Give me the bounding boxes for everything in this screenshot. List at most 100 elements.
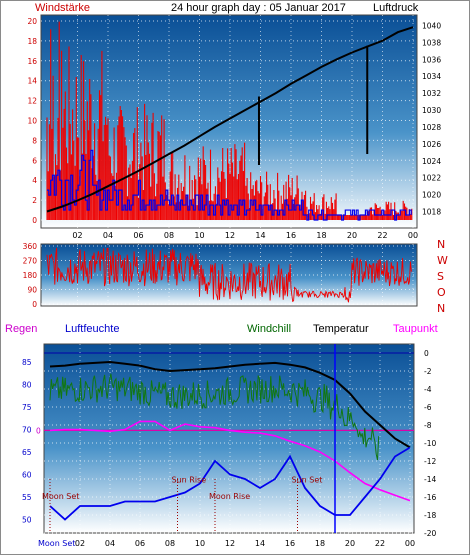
wind-x-tick-label: 02 — [72, 231, 82, 240]
wind-x-tick-label: 00 — [408, 231, 418, 240]
compass-label: N — [437, 238, 445, 251]
wind-x-tick-label: 04 — [103, 231, 113, 240]
wind-y-tick-label: 14 — [27, 77, 37, 86]
temperature-y-tick-label: -12 — [424, 457, 436, 466]
humidity-y-tick-label: 50 — [22, 516, 32, 525]
wind-x-tick-label: 20 — [347, 231, 357, 240]
wind-axis-title: Windstärke — [35, 2, 90, 14]
compass-label: W — [437, 254, 448, 267]
wind-y-tick-label: 20 — [27, 17, 37, 26]
compass-label: N — [437, 302, 445, 315]
wind-y-tick-label: 0 — [32, 216, 37, 225]
wind-y-tick-label: 16 — [27, 57, 37, 66]
humidity-y-tick-label: 80 — [22, 381, 32, 390]
humidity-y-tick-label: 65 — [22, 448, 32, 457]
temperature-x-tick-label: 14 — [255, 539, 265, 548]
temperature-y-tick-label: -16 — [424, 493, 436, 502]
wind-y-tick-label: 6 — [32, 156, 37, 165]
temperature-x-tick-label: 02 — [75, 539, 85, 548]
direction-y-tick-label: 360 — [23, 242, 38, 251]
temperature-x-tick-label: 20 — [345, 539, 355, 548]
temperature-y-tick-label: -20 — [424, 529, 436, 538]
humidity-y-tick-label: 55 — [22, 493, 32, 502]
pressure-series — [46, 26, 414, 213]
humidity-y-tick-label: 85 — [22, 358, 32, 367]
temperature-y-tick-label: -10 — [424, 439, 436, 448]
astro-annotation: Sun Rise — [172, 476, 207, 485]
temperature-plot-area — [43, 343, 415, 534]
wind-x-tick-label: 08 — [164, 231, 174, 240]
rain-y-tick-label: 0 — [36, 426, 41, 435]
dewpoint-series — [49, 420, 411, 502]
humidity-y-tick-label: 70 — [22, 426, 32, 435]
astro-annotation: Sun Set — [292, 476, 323, 485]
wind-y-tick-label: 18 — [27, 37, 37, 46]
pressure-y-tick-label: 1028 — [422, 123, 441, 132]
wind-x-tick-label: 12 — [225, 231, 235, 240]
wind-x-tick-label: 16 — [286, 231, 296, 240]
temperature-x-tick-label: 16 — [285, 539, 295, 548]
pressure-y-tick-label: 1024 — [422, 157, 441, 166]
wind-y-tick-label: 8 — [32, 136, 37, 145]
compass-label: S — [437, 270, 444, 283]
pressure-y-tick-label: 1040 — [422, 21, 441, 30]
wind-x-tick-label: 06 — [133, 231, 143, 240]
temperature-y-tick-label: -18 — [424, 511, 436, 520]
humidity-y-tick-label: 75 — [22, 403, 32, 412]
temperature-y-tick-label: -2 — [424, 367, 432, 376]
temperature-x-tick-label: 22 — [375, 539, 385, 548]
pressure-y-tick-label: 1030 — [422, 106, 441, 115]
graph-title: 24 hour graph day : 05 Januar 2017 — [171, 2, 346, 14]
humidity-series — [49, 446, 411, 521]
wind-y-tick-label: 10 — [27, 117, 37, 126]
wind-x-tick-label: 22 — [377, 231, 387, 240]
wind-x-tick-label: 18 — [316, 231, 326, 240]
temperature-x-tick-label: 12 — [225, 539, 235, 548]
temperature-y-tick-label: -8 — [424, 421, 432, 430]
legend-temperature: Temperatur — [313, 323, 369, 335]
temperature-x-tick-label: 06 — [135, 539, 145, 548]
pressure-y-tick-label: 1034 — [422, 72, 441, 81]
temperature-y-tick-label: -14 — [424, 475, 436, 484]
direction-y-tick-label: 0 — [32, 300, 37, 309]
astro-annotation: Moon Rise — [209, 492, 250, 501]
windchill-series — [49, 373, 380, 461]
legend-rain: Regen — [5, 323, 37, 335]
temperature-x-tick-label: 10 — [195, 539, 205, 548]
temperature-y-tick-label: 0 — [424, 349, 429, 358]
legend-windchill: Windchill — [247, 323, 291, 335]
pressure-y-tick-label: 1038 — [422, 38, 441, 47]
pressure-y-tick-label: 1036 — [422, 55, 441, 64]
pressure-axis-title: Luftdruck — [373, 2, 419, 14]
direction-y-tick-label: 270 — [23, 257, 38, 266]
wind-y-tick-label: 2 — [32, 196, 37, 205]
pressure-y-tick-label: 1020 — [422, 191, 441, 200]
pressure-y-tick-label: 1026 — [422, 140, 441, 149]
compass-label: O — [437, 286, 446, 299]
wind-x-tick-label: 14 — [255, 231, 265, 240]
legend-humidity: Luftfeuchte — [65, 323, 119, 335]
temperature-x-tick-label: 18 — [315, 539, 325, 548]
direction-y-tick-label: 180 — [23, 271, 38, 280]
temperature-y-tick-label: -6 — [424, 403, 432, 412]
pressure-y-tick-label: 1018 — [422, 208, 441, 217]
wind-direction-series — [46, 247, 413, 303]
moon-set-x-label: Moon Set — [38, 539, 75, 548]
temperature-y-tick-label: -4 — [424, 385, 432, 394]
direction-y-tick-label: 90 — [27, 286, 37, 295]
temperature-x-tick-label: 00 — [405, 539, 415, 548]
temperature-x-tick-label: 04 — [105, 539, 115, 548]
pressure-y-tick-label: 1032 — [422, 89, 441, 98]
wind-average-series — [47, 149, 412, 221]
astro-annotation: Moon Set — [42, 492, 79, 501]
pressure-y-tick-label: 1022 — [422, 174, 441, 183]
temperature-series — [49, 360, 411, 449]
temperature-x-tick-label: 08 — [165, 539, 175, 548]
wind-y-tick-label: 12 — [27, 97, 37, 106]
wind-y-tick-label: 4 — [32, 176, 37, 185]
wind-x-tick-label: 10 — [194, 231, 204, 240]
humidity-y-tick-label: 60 — [22, 471, 32, 480]
legend-dewpoint: Taupunkt — [393, 323, 438, 335]
